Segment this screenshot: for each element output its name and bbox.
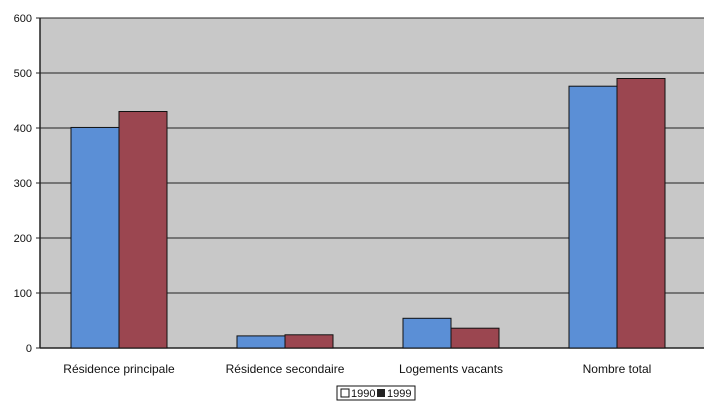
bar-1990 [402,317,452,349]
x-category-label: Résidence secondaire [226,362,345,376]
legend: 1990 1999 [336,385,416,401]
bar-1990 [568,85,618,349]
y-tick-label: 500 [14,68,32,80]
bar-1990 [236,335,286,349]
legend-swatch-1990 [340,388,350,398]
bar-1990 [70,126,120,349]
y-tick-label: 300 [14,178,32,190]
legend-swatch-1999 [377,389,385,397]
bar-1999 [450,327,500,349]
bar-1999 [284,334,334,349]
bar-1999 [616,78,666,349]
x-category-label: Logements vacants [399,362,503,376]
x-category-label: Nombre total [583,362,652,376]
bar-1999 [118,111,168,349]
x-category-label: Résidence principale [63,362,175,376]
x-axis-labels: Résidence principale Résidence secondaire… [63,362,651,376]
y-axis-ticks: 0 100 200 300 400 500 600 [14,13,40,355]
bars [70,78,666,349]
y-tick-label: 400 [14,123,32,135]
y-tick-label: 600 [14,13,32,25]
legend-label-1990: 1990 [351,388,375,400]
y-tick-label: 200 [14,233,32,245]
legend-box [336,385,416,401]
y-tick-label: 0 [26,343,32,355]
legend-label-1999: 1999 [387,388,411,400]
y-tick-label: 100 [14,288,32,300]
